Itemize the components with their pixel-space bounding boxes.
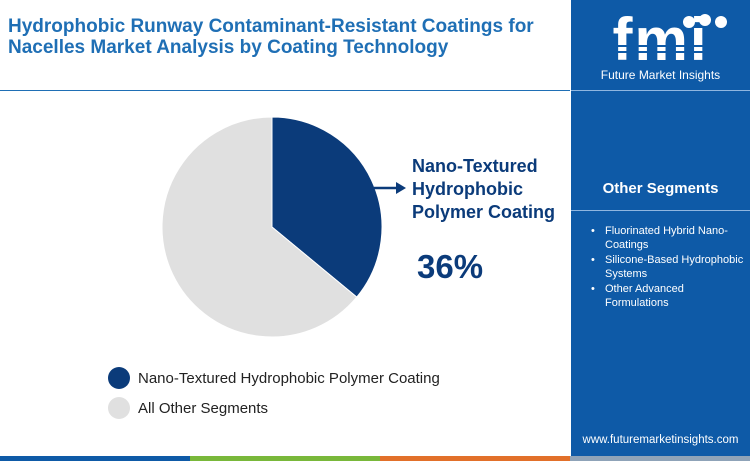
pie-slices xyxy=(161,116,383,338)
callout-label: Nano-Textured Hydrophobic Polymer Coatin… xyxy=(412,156,556,222)
legend-swatch xyxy=(108,397,130,419)
bottom-bar-segment xyxy=(0,456,190,461)
bottom-bar-segment xyxy=(190,456,380,461)
globe-icon xyxy=(683,16,695,28)
pie-chart xyxy=(161,116,406,338)
list-item: Silicone-Based Hydrophobic Systems xyxy=(590,254,745,281)
sidebar: fmi Future Market Insights Other Segment… xyxy=(571,0,750,461)
list-item: Other Advanced Formulations xyxy=(590,283,745,310)
list-item: Fluorinated Hybrid Nano-Coatings xyxy=(590,225,745,252)
pie-slice-all-other-segments xyxy=(161,116,358,338)
chart-title: Hydrophobic Runway Contaminant-Resistant… xyxy=(8,16,534,58)
fmi-logo: fmi xyxy=(601,10,727,73)
legend-label: All Other Segments xyxy=(138,399,269,417)
sidebar-divider xyxy=(571,90,750,91)
other-segments-title: Other Segments xyxy=(602,180,719,197)
other-segments-list: Fluorinated Hybrid Nano-Coatings Silicon… xyxy=(590,225,745,312)
callout-percentage: 36% xyxy=(417,248,484,285)
callout-arrow xyxy=(374,182,406,194)
legend-label: Nano-Textured Hydrophobic Polymer Coatin… xyxy=(138,369,440,387)
legend-item-nano-textured: Nano-Textured Hydrophobic Polymer Coatin… xyxy=(108,366,440,390)
title-divider xyxy=(0,90,570,91)
globe-icon xyxy=(715,16,727,28)
bottom-color-bar xyxy=(0,456,750,461)
website-link[interactable]: www.futuremarketinsights.com xyxy=(582,434,739,446)
legend-item-all-other: All Other Segments xyxy=(108,396,440,420)
figure-icon xyxy=(699,14,711,26)
chart-legend: Nano-Textured Hydrophobic Polymer Coatin… xyxy=(108,366,440,426)
pie-slice-nano-textured-hydrophobic-polymer-coating xyxy=(271,116,383,298)
bottom-bar-segment xyxy=(570,456,750,461)
brand-name: Future Market Insights xyxy=(600,68,721,82)
bottom-bar-segment xyxy=(380,456,570,461)
legend-swatch xyxy=(108,367,130,389)
other-segments-divider xyxy=(571,210,750,211)
